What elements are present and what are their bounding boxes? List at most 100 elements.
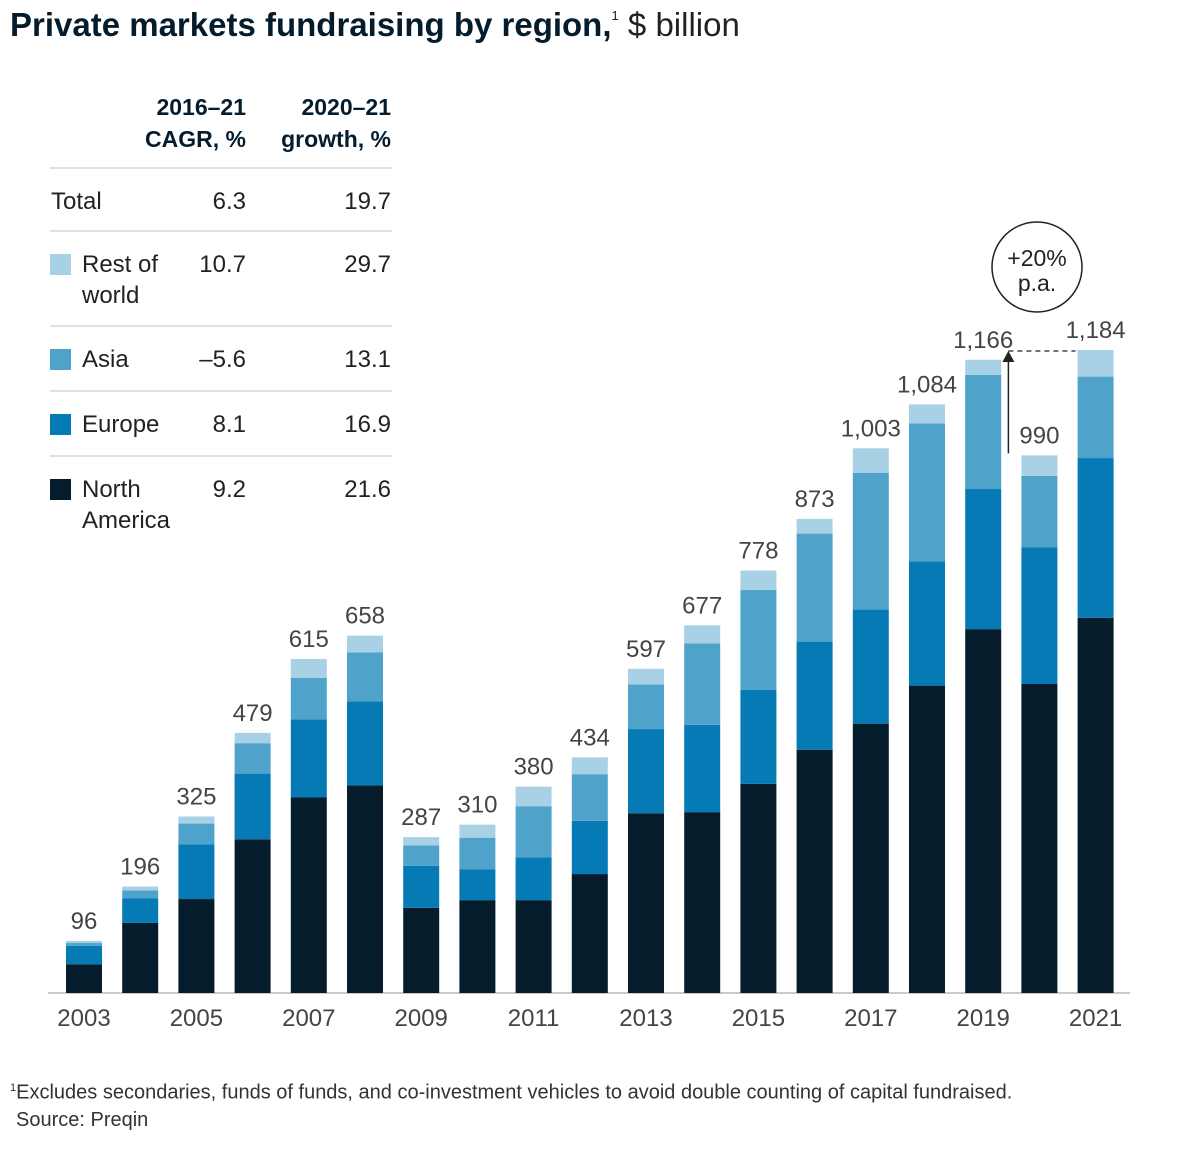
footnote-text: Excludes secondaries, funds of funds, an… — [16, 1081, 1013, 1104]
chart-title-block: Private markets fundraising by region,1 … — [10, 6, 740, 44]
bar-segment-asia — [234, 743, 271, 774]
legend-label: world — [81, 282, 139, 309]
table-cagr-value: 9.2 — [213, 476, 246, 503]
bar-total-label: 196 — [120, 854, 160, 881]
legend-swatch — [50, 349, 71, 370]
bar-segment-asia — [178, 823, 215, 845]
chart-title: Private markets fundraising by region, — [10, 6, 612, 43]
footnote-marker: 1 — [10, 1082, 17, 1094]
bar-segment-asia — [796, 533, 833, 642]
bar-total-label: 434 — [570, 724, 610, 751]
source-text: Source: Preqin — [16, 1108, 149, 1131]
table-header-cagr: 2016–21 — [156, 94, 246, 120]
table-cagr-value: 10.7 — [199, 251, 246, 278]
legend-swatch — [50, 414, 71, 435]
bar-total-label: 1,166 — [953, 327, 1013, 354]
bar-segment-asia — [628, 684, 664, 730]
legend-label: Asia — [82, 346, 129, 373]
bar-segment-asia — [571, 774, 608, 821]
legend-label: Total — [51, 188, 102, 215]
bar-segment-rest-of-world — [909, 404, 945, 424]
bar-total-label: 658 — [345, 603, 385, 630]
bar-segment-asia — [459, 837, 496, 870]
bar-segment-north-america — [740, 783, 777, 993]
footnote-block: 1Excludes secondaries, funds of funds, a… — [10, 1075, 1012, 1134]
bar-segment-europe — [122, 898, 159, 923]
bar-segment-rest-of-world — [234, 732, 271, 744]
bar-segment-asia — [290, 678, 327, 720]
bar-segment-europe — [290, 719, 327, 798]
bar-segment-europe — [178, 844, 215, 900]
bar-total-label: 1,184 — [1066, 317, 1126, 344]
bar-segment-north-america — [66, 964, 102, 993]
bar-segment-rest-of-world — [122, 886, 159, 891]
bar-total-label: 287 — [401, 804, 441, 831]
x-tick-label: 2021 — [1069, 1005, 1122, 1032]
growth-annotation-circle — [991, 221, 1083, 313]
x-tick-label: 2005 — [170, 1005, 223, 1032]
bar-segment-asia — [684, 643, 721, 725]
table-header-growth: growth, % — [281, 126, 391, 152]
legend-label: Europe — [82, 411, 159, 438]
bar-segment-asia — [403, 845, 440, 866]
x-tick-label: 2011 — [508, 1005, 560, 1032]
bar-segment-europe — [965, 489, 1002, 630]
table-header-growth: 2020–21 — [301, 94, 391, 120]
bar-segment-rest-of-world — [347, 635, 383, 653]
bar-total-label: 677 — [682, 592, 722, 619]
chart-unit: $ billion — [627, 6, 740, 43]
bar-segment-asia — [515, 806, 552, 858]
bar-segment-rest-of-world — [796, 518, 833, 534]
bar-segment-europe — [515, 857, 552, 901]
bar-segment-rest-of-world — [684, 625, 721, 644]
x-tick-label: 2013 — [619, 1005, 672, 1032]
bar-segment-rest-of-world — [403, 837, 440, 846]
bar-segment-asia — [347, 652, 383, 702]
bar-segment-asia — [965, 374, 1002, 490]
growth-annotation-value: +20% — [1007, 245, 1066, 271]
table-growth-value: 16.9 — [344, 411, 391, 438]
growth-arrow-head — [1002, 351, 1015, 362]
bar-segment-rest-of-world — [571, 757, 608, 775]
bar-segment-rest-of-world — [178, 816, 215, 824]
bar-segment-asia — [852, 472, 889, 610]
bar-segment-north-america — [122, 922, 159, 993]
legend-swatch — [50, 479, 71, 500]
bar-segment-rest-of-world — [852, 448, 889, 473]
x-tick-label: 2009 — [395, 1005, 448, 1032]
bar-segment-north-america — [234, 839, 271, 993]
bar-segment-north-america — [178, 899, 215, 993]
bar-segment-europe — [571, 820, 608, 875]
bar-segment-rest-of-world — [290, 659, 327, 679]
x-tick-label: 2019 — [957, 1005, 1010, 1032]
table-cagr-value: 6.3 — [213, 188, 246, 215]
x-tick-label: 2017 — [844, 1005, 897, 1032]
table-growth-value: 29.7 — [344, 251, 391, 278]
bar-segment-asia — [1077, 376, 1114, 459]
bar-segment-europe — [347, 701, 383, 786]
bar-total-label: 597 — [626, 636, 666, 663]
bar-segment-europe — [684, 724, 721, 813]
bar-segment-north-america — [796, 749, 833, 993]
bar-segment-north-america — [403, 907, 440, 993]
bar-total-label: 873 — [795, 486, 835, 513]
bar-total-label: 990 — [1019, 422, 1059, 449]
x-tick-label: 2007 — [282, 1005, 335, 1032]
bar-segment-rest-of-world — [66, 940, 102, 944]
bar-segment-asia — [122, 890, 159, 899]
bar-segment-north-america — [684, 812, 721, 993]
bar-total-label: 380 — [514, 754, 554, 781]
x-tick-label: 2003 — [57, 1005, 110, 1032]
bar-segment-europe — [66, 945, 102, 965]
bar-segment-north-america — [1077, 617, 1114, 993]
bar-total-label: 1,084 — [897, 371, 957, 398]
bar-segment-europe — [234, 773, 271, 840]
bar-segment-asia — [740, 590, 777, 690]
bar-segment-europe — [852, 609, 889, 724]
table-cagr-value: –5.6 — [199, 346, 246, 373]
bar-segment-north-america — [571, 874, 608, 993]
bar-total-label: 310 — [457, 792, 497, 819]
growth-annotation-unit: p.a. — [1018, 270, 1056, 296]
bar-segment-asia — [909, 423, 945, 562]
legend-swatch — [50, 254, 71, 275]
